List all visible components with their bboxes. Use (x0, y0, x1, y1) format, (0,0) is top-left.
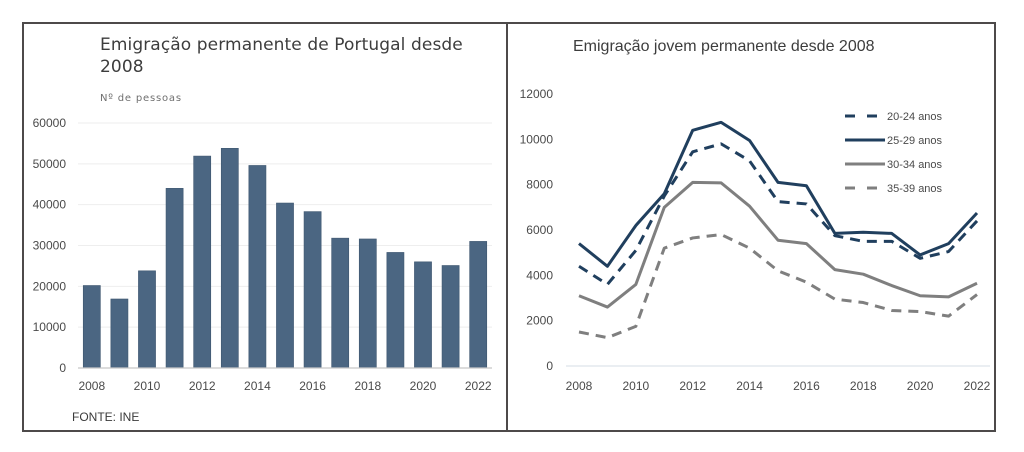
legend-label: 30-34 anos (887, 159, 943, 171)
x-tick-label: 2012 (679, 379, 706, 393)
bar-2015 (276, 202, 294, 369)
x-tick-label: 2010 (134, 379, 161, 393)
bar-2017 (331, 237, 350, 369)
bar-2012 (193, 155, 212, 369)
x-tick-label: 2014 (244, 379, 271, 393)
source-label: FONTE: INE (72, 410, 140, 424)
y-tick-label: 2000 (526, 314, 553, 328)
x-tick-label: 2022 (964, 379, 991, 393)
bar-2021 (441, 265, 460, 369)
y-tick-label: 4000 (526, 268, 553, 282)
bar-2008 (82, 285, 101, 369)
bar-chart-panel: Emigração permanente de Portugal desde 2… (24, 24, 506, 430)
x-tick-label: 2016 (793, 379, 820, 393)
line-chart-title: Emigração jovem permanente desde 2008 (573, 38, 875, 55)
y-tick-label: 50000 (33, 157, 67, 171)
bar-2016 (303, 211, 322, 369)
legend-label: 20-24 anos (887, 111, 943, 123)
x-tick-label: 2014 (736, 379, 763, 393)
bar-2011 (165, 188, 184, 369)
y-tick-label: 40000 (33, 198, 67, 212)
x-tick-label: 2022 (465, 379, 492, 393)
bar-2018 (358, 238, 377, 369)
y-tick-label: 6000 (526, 223, 553, 237)
figure-frame (22, 22, 996, 432)
x-tick-label: 2008 (78, 379, 105, 393)
x-tick-label: 2018 (354, 379, 381, 393)
line-chart: 0 2000 4000 6000 8000 10000 12000 2008 2010 2012 2… (520, 87, 991, 393)
x-tick-label: 2018 (850, 379, 877, 393)
y-tick-label: 30000 (33, 239, 67, 253)
bar-chart-subtitle: Nº de pessoas (100, 93, 182, 104)
x-tick-label: 2010 (623, 379, 650, 393)
legend-label: 35-39 anos (887, 183, 943, 195)
bar-2010 (138, 270, 156, 369)
x-tick-label: 2020 (410, 379, 437, 393)
y-tick-label: 10000 (520, 132, 554, 146)
y-tick-label: 20000 (33, 279, 67, 293)
panel-divider (506, 22, 508, 430)
bar-2009 (110, 298, 129, 369)
y-tick-label: 60000 (33, 116, 67, 130)
y-tick-label: 12000 (520, 87, 554, 101)
series-line-35-39-anos (578, 233, 978, 340)
legend-label: 25-29 anos (887, 135, 943, 147)
bar-2013 (220, 148, 239, 369)
y-tick-label: 8000 (526, 178, 553, 192)
x-tick-label: 2020 (907, 379, 934, 393)
bar-2020 (414, 261, 432, 369)
bar-2019 (386, 252, 405, 369)
bar-2022 (469, 241, 488, 369)
x-tick-label: 2016 (299, 379, 326, 393)
y-tick-label: 10000 (33, 320, 67, 334)
y-tick-label: 0 (59, 361, 66, 375)
bar-chart: 0 10000 20000 30000 40000 50000 60000 2008 2010 2… (33, 116, 492, 393)
y-tick-label: 0 (546, 359, 553, 373)
x-tick-label: 2008 (566, 379, 593, 393)
bar-chart-title: Emigração permanente de Portugal desde 2… (100, 35, 463, 77)
bar-2014 (248, 165, 267, 369)
series-line-25-29-anos (578, 120, 979, 268)
series-line-30-34-anos (578, 180, 978, 309)
x-tick-label: 2012 (189, 379, 216, 393)
